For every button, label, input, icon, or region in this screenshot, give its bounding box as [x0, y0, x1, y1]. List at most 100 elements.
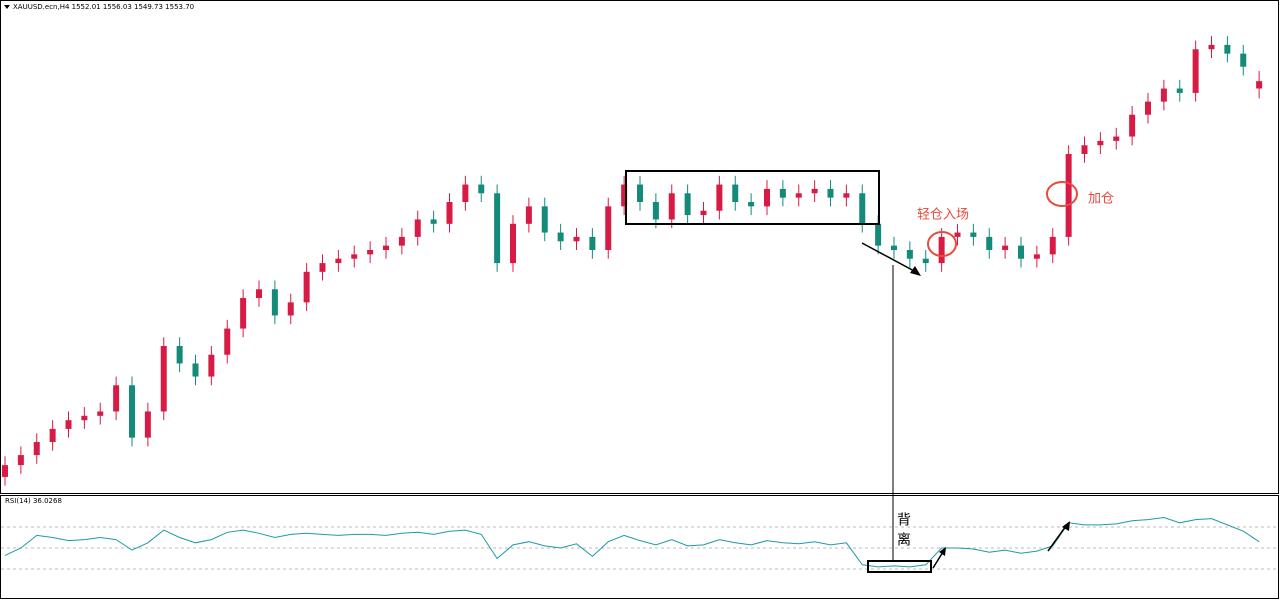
candle-body — [589, 236, 596, 250]
candle-body — [383, 245, 389, 250]
candle-body — [256, 289, 262, 298]
candle-body — [684, 193, 691, 216]
candle-body — [779, 188, 786, 198]
candle-body — [1097, 140, 1104, 146]
candle-body — [478, 184, 485, 194]
candle-body — [748, 202, 755, 207]
candle-body — [525, 206, 532, 224]
candle-body — [1176, 88, 1183, 93]
candle-body — [1018, 245, 1024, 259]
arrow-head — [910, 266, 921, 276]
candle-body — [1129, 114, 1136, 137]
candle-body — [986, 236, 993, 250]
candle-body — [1145, 101, 1151, 115]
candle-body — [1240, 53, 1247, 67]
candle-body — [49, 428, 56, 442]
candle-body — [1033, 254, 1040, 259]
price-panel — [0, 0, 1279, 494]
candle-body — [1224, 44, 1231, 54]
candle-body — [922, 258, 929, 264]
candle-body — [1081, 145, 1088, 154]
menu-triangle — [4, 5, 10, 9]
marks — [1, 36, 1278, 570]
divergence-label: 背离 — [895, 512, 911, 552]
candle-body — [637, 184, 643, 202]
candle-body — [81, 415, 88, 421]
candle-body — [335, 258, 342, 264]
chart-title: XAUUSD.ecn,H4 1552.01 1556.03 1549.73 15… — [13, 3, 194, 11]
candle-body — [700, 210, 707, 216]
candle-body — [1113, 136, 1120, 141]
rsi-arrow — [1047, 525, 1067, 552]
candle-body — [462, 184, 469, 202]
rsi-panel — [0, 495, 1279, 599]
candle-body — [1065, 154, 1072, 237]
candle-body — [240, 298, 247, 329]
candle-body — [398, 236, 405, 246]
candle-body — [430, 219, 437, 224]
candle-body — [287, 302, 294, 316]
candle-body — [621, 184, 628, 207]
rsi-line — [4, 516, 1260, 568]
rsi-title: RSI(14) 36.0268 — [5, 497, 62, 505]
candle-body — [652, 202, 659, 220]
candle-body — [129, 385, 135, 438]
candle-body — [367, 250, 374, 255]
candle-body — [541, 206, 548, 233]
candle-body — [1192, 49, 1199, 93]
candle-body — [160, 346, 167, 412]
candle-body — [795, 193, 802, 198]
candle-body — [113, 385, 120, 412]
candle-body — [414, 219, 421, 237]
range-box — [625, 170, 880, 225]
candle-body — [843, 193, 850, 198]
candle-body — [811, 188, 818, 194]
rsi-arrow — [932, 551, 944, 569]
candle-body — [192, 363, 199, 377]
candle-body — [970, 232, 977, 237]
divergence-box — [867, 560, 932, 573]
entry-label: 轻仓入场 — [917, 208, 969, 223]
candle-body — [1002, 245, 1009, 250]
candle-body — [573, 236, 580, 242]
candle-body — [764, 188, 770, 207]
candle-body — [33, 442, 40, 456]
candle-body — [97, 411, 104, 416]
candle-body — [494, 193, 501, 264]
trend-arrow — [861, 242, 917, 273]
candle-body — [891, 245, 897, 250]
candle-body — [17, 455, 24, 466]
candle-body — [351, 254, 358, 259]
candle-body — [1160, 88, 1167, 102]
entry-circle — [927, 231, 957, 257]
candle-body — [875, 223, 882, 246]
candle-body — [732, 184, 739, 202]
add-label: 加仓 — [1088, 192, 1114, 207]
candle-body — [557, 232, 564, 242]
candle-body — [510, 223, 516, 264]
candle-body — [144, 411, 151, 438]
candle-body — [1049, 236, 1056, 255]
candle-body — [954, 232, 961, 237]
candle-body — [176, 346, 183, 364]
candle-body — [605, 206, 612, 250]
candle-body — [859, 193, 866, 224]
candle-body — [303, 271, 310, 303]
candle-body — [208, 354, 215, 377]
candle-body — [906, 250, 913, 259]
candle-body — [716, 184, 723, 211]
candle-body — [938, 236, 945, 264]
candle-body — [2, 465, 8, 477]
candle-body — [668, 193, 675, 220]
candle-body — [1208, 44, 1215, 50]
add-circle — [1046, 181, 1078, 207]
candle-body — [271, 289, 278, 316]
candle-body — [65, 420, 72, 429]
candle-body — [446, 202, 453, 224]
candle-body — [224, 328, 231, 355]
arrow-head — [1062, 521, 1070, 531]
candle-body — [1256, 81, 1263, 89]
candle-body — [827, 188, 834, 198]
arrow-head — [939, 547, 946, 556]
